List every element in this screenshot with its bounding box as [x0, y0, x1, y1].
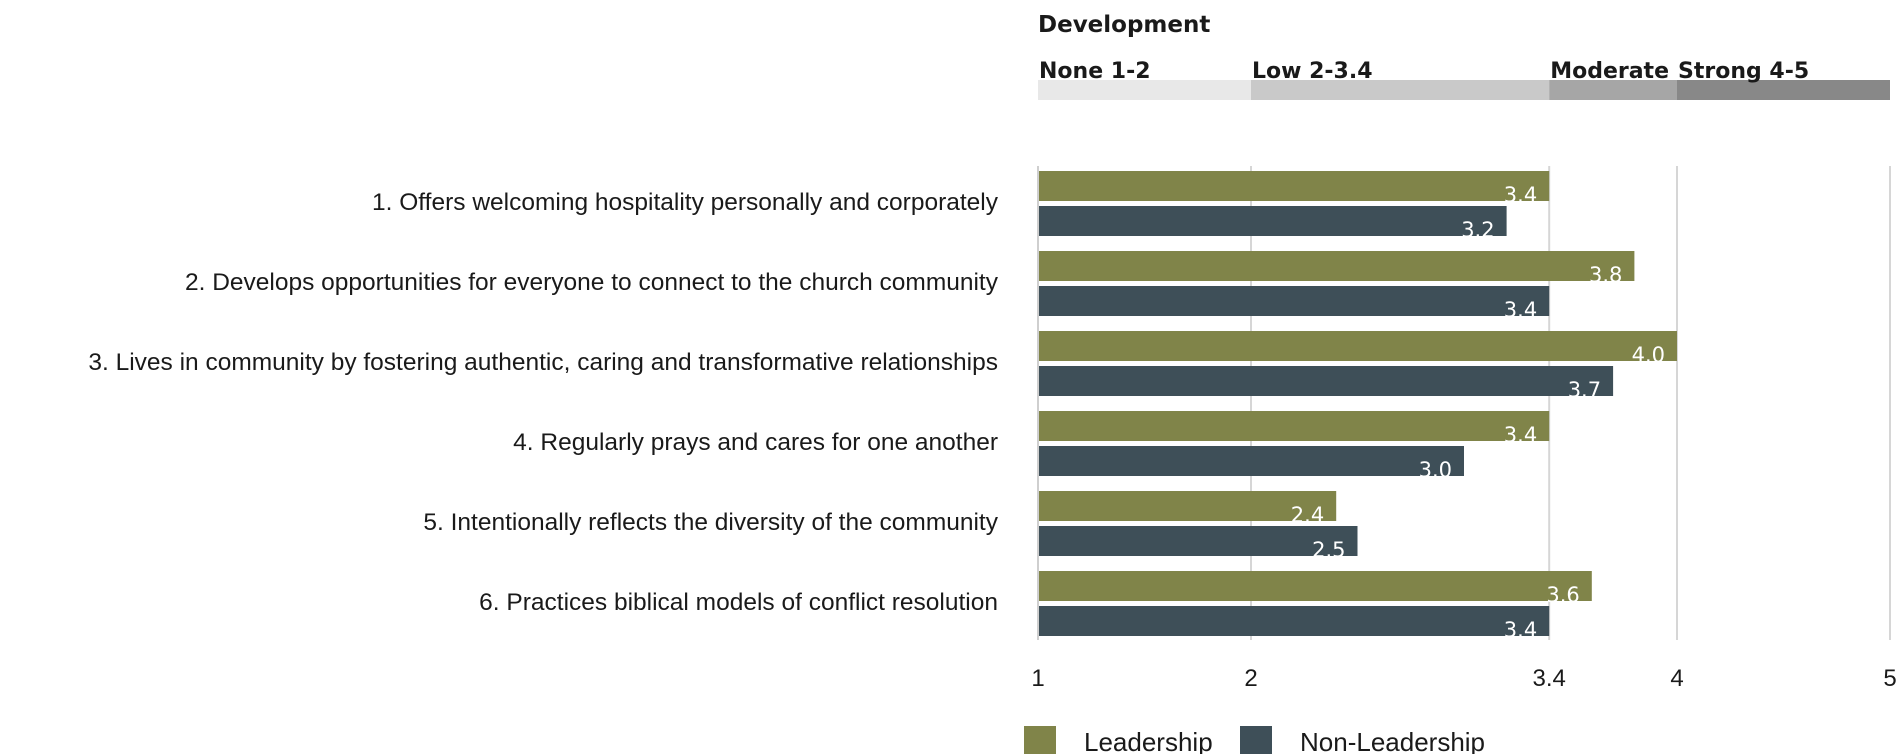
- bar-non-leadership: [1038, 366, 1614, 396]
- x-tick-label: 5: [1883, 665, 1896, 692]
- x-tick-label: 1: [1031, 665, 1044, 692]
- category-label: 4. Regularly prays and cares for one ano…: [513, 429, 998, 456]
- bar-leadership: [1038, 171, 1550, 201]
- bar-value-label: 3.4: [1504, 423, 1537, 447]
- bar-value-label: 3.2: [1461, 218, 1494, 242]
- band-label: Low 2-3.4: [1252, 59, 1373, 84]
- legend-label: Non-Leadership: [1300, 727, 1485, 754]
- legend-swatch: [1024, 726, 1056, 754]
- x-tick-label: 2: [1244, 665, 1257, 692]
- band-bar: [1549, 80, 1677, 100]
- band-label: Moderate: [1550, 59, 1669, 84]
- bar-value-label: 3.8: [1589, 263, 1622, 287]
- category-label: 3. Lives in community by fostering authe…: [88, 349, 998, 376]
- band-bar: [1038, 80, 1251, 100]
- category-label: 5. Intentionally reflects the diversity …: [423, 509, 998, 536]
- legend-swatch: [1240, 726, 1272, 754]
- band-label: None 1-2: [1039, 59, 1151, 84]
- bar-leadership: [1038, 331, 1677, 361]
- band-label: Strong 4-5: [1678, 59, 1809, 84]
- x-tick-label: 4: [1670, 665, 1683, 692]
- bar-non-leadership: [1038, 606, 1550, 636]
- bar-value-label: 3.7: [1568, 378, 1601, 402]
- bar-value-label: 2.5: [1312, 538, 1345, 562]
- bar-value-label: 3.6: [1546, 583, 1579, 607]
- bar-value-label: 3.4: [1504, 618, 1537, 642]
- scale-title: Development: [1038, 12, 1210, 38]
- bar-leadership: [1038, 491, 1337, 521]
- category-label: 6. Practices biblical models of conflict…: [479, 589, 998, 616]
- bar-leadership: [1038, 251, 1635, 281]
- bar-non-leadership: [1038, 446, 1464, 476]
- legend-label: Leadership: [1084, 727, 1213, 754]
- bar-non-leadership: [1038, 286, 1550, 316]
- bar-value-label: 2.4: [1291, 503, 1324, 527]
- x-tick-label: 3.4: [1533, 665, 1566, 692]
- bar-value-label: 4.0: [1632, 343, 1665, 367]
- category-label: 1. Offers welcoming hospitality personal…: [372, 189, 999, 216]
- category-label: 2. Develops opportunities for everyone t…: [185, 269, 999, 296]
- band-bar: [1251, 80, 1550, 100]
- bar-value-label: 3.4: [1504, 183, 1537, 207]
- bar-value-label: 3.0: [1419, 458, 1452, 482]
- bar-value-label: 3.4: [1504, 298, 1537, 322]
- bar-leadership: [1038, 411, 1550, 441]
- band-bar: [1677, 80, 1890, 100]
- bar-leadership: [1038, 571, 1592, 601]
- bar-non-leadership: [1038, 526, 1358, 556]
- bar-non-leadership: [1038, 206, 1507, 236]
